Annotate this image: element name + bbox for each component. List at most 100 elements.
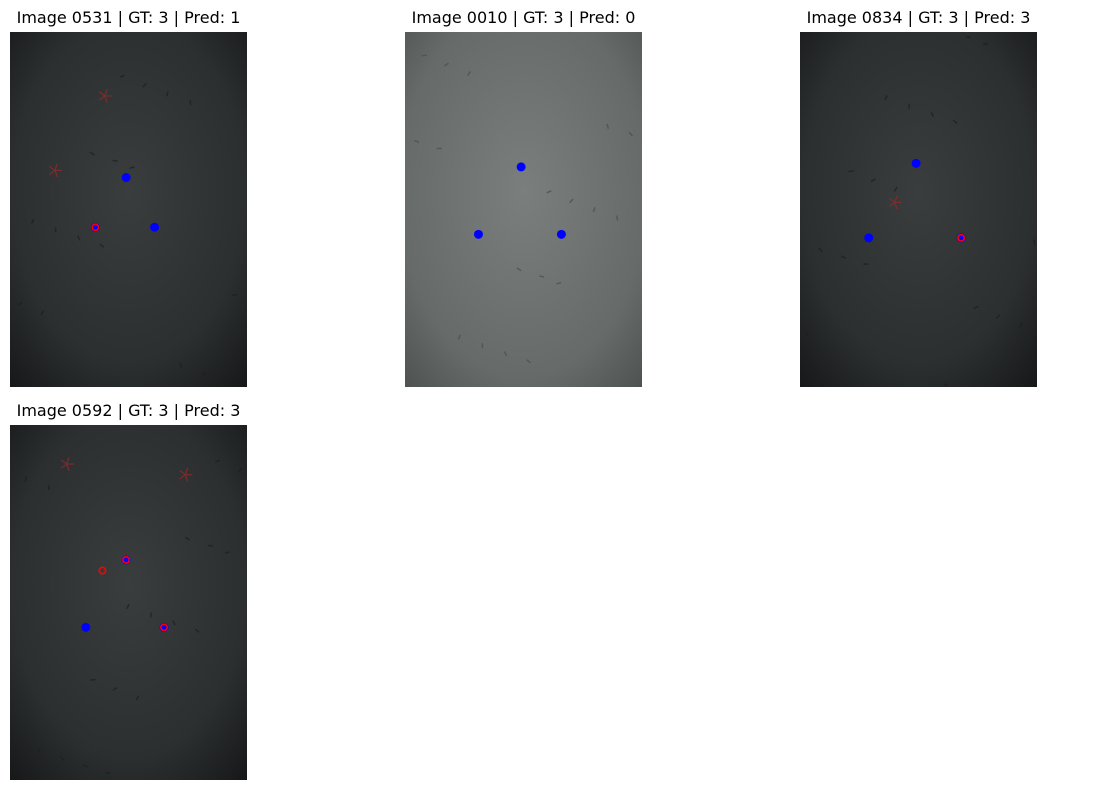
debris-speck [982,42,989,46]
debris-speck [995,314,1001,319]
debris-speck [89,151,95,156]
debris-speck [818,247,823,253]
gt-point [150,222,160,232]
gt-point [473,229,483,239]
panel-title: Image 0592 | GT: 3 | Pred: 3 [17,401,241,420]
debris-speck [436,147,442,150]
debris-speck [105,772,111,774]
panel-title: Image 0010 | GT: 3 | Pred: 0 [412,8,636,27]
debris-speck [237,467,243,473]
debris-speck [870,178,876,183]
debris-speck [592,207,596,213]
pred-point [122,555,131,564]
debris-speck [930,111,934,117]
pred-point [98,566,107,575]
debris-speck [516,267,522,272]
panel-image [800,32,1037,387]
debris-speck [82,764,88,768]
debris-speck [112,159,118,162]
red-mark [49,163,63,178]
debris-speck [30,218,35,224]
debris-speck [840,255,847,259]
debris-speck [17,301,23,306]
debris-speck [457,334,462,340]
debris-speck [194,628,200,633]
debris-speck [616,215,619,221]
panel-title: Image 0834 | GT: 3 | Pred: 3 [807,8,1031,27]
debris-speck [943,383,949,388]
debris-speck [414,139,420,144]
debris-speck [569,198,574,204]
red-mark [888,195,902,210]
gt-point [516,162,526,172]
debris-speck [421,54,427,57]
debris-speck [119,74,125,78]
panel-image [10,425,247,780]
debris-speck [24,476,28,482]
debris-speck [224,551,230,555]
debris-speck [443,62,449,67]
debris-speck [165,91,169,97]
debris-speck [805,331,809,337]
debris-speck [189,99,192,105]
debris-speck [539,275,545,278]
debris-speck [201,371,207,376]
pred-point [957,233,966,242]
debris-speck [1033,239,1036,245]
panel-3: Image 0834 | GT: 3 | Pred: 3 [800,8,1037,388]
debris-speck [112,686,118,691]
debris-speck [172,620,176,626]
debris-speck [142,82,147,88]
debris-speck [60,756,65,761]
debris-speck [628,131,633,137]
debris-speck [214,459,221,463]
panel-2: Image 0010 | GT: 3 | Pred: 0 [405,8,642,387]
panel-image [10,32,247,387]
debris-speck [503,351,508,357]
debris-speck [77,235,81,241]
debris-speck [863,263,869,265]
panel-4: Image 0592 | GT: 3 | Pred: 3 [10,401,247,780]
debris-speck [126,603,130,609]
debris-speck [40,310,45,316]
gt-point [121,173,131,183]
panel-title: Image 0531 | GT: 3 | Pred: 1 [17,8,241,27]
debris-speck [232,293,238,296]
debris-speck [54,227,57,233]
debris-speck [150,612,152,618]
debris-speck [37,748,41,754]
debris-speck [129,166,135,169]
debris-speck [973,305,979,310]
debris-speck [481,343,484,349]
debris-speck [546,190,552,194]
gt-point [911,158,921,168]
gt-point [864,233,874,243]
red-mark [60,457,74,471]
debris-speck [884,95,888,101]
debris-speck [908,103,910,109]
red-mark [179,467,193,482]
debris-speck [526,359,531,364]
gt-point [556,229,566,239]
panel-image [405,32,642,387]
debris-speck [224,379,230,383]
red-mark [98,89,112,103]
pred-point [91,223,100,232]
debris-speck [207,544,213,547]
debris-speck [179,363,183,369]
debris-speck [848,170,854,173]
debris-speck [965,35,972,39]
debris-speck [135,695,140,701]
debris-speck [185,536,191,541]
gt-point [81,622,91,632]
debris-speck [556,281,562,285]
debris-speck [466,71,471,77]
debris-speck [47,484,50,490]
debris-speck [90,678,96,681]
debris-speck [99,243,105,248]
debris-speck [10,32,15,34]
debris-speck [893,186,898,192]
debris-speck [606,123,610,129]
pred-point [160,623,169,632]
